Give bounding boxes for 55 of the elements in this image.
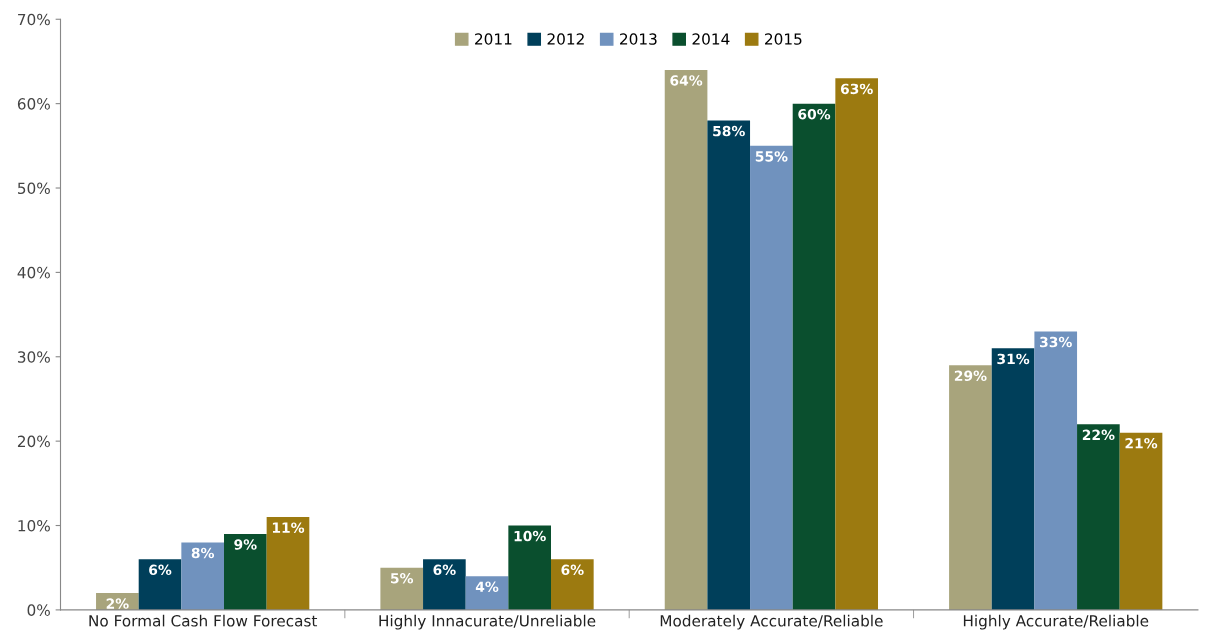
data-label: 60% [798,108,831,120]
data-label: 6% [561,564,584,576]
data-label: 2% [106,598,129,609]
data-label: 21% [1125,438,1158,449]
data-label: 58% [713,125,745,137]
data-label: 55% [755,151,788,162]
bar [266,517,310,610]
data-label: 64% [670,75,703,86]
legend-label: 2012 [547,33,584,45]
legend-label: 2014 [692,33,730,45]
bar [835,78,879,610]
legend-label: 2015 [765,33,802,45]
bar [138,559,182,610]
y-tick-label: 70% [18,13,50,26]
bar [949,365,992,610]
x-tick-label: No Formal Cash Flow Forecast [89,614,318,627]
bar [181,542,224,610]
data-label: 31% [997,353,1030,365]
legend-label: 2013 [620,33,657,45]
x-tick-label: Highly Innacurate/Unreliable [379,614,596,630]
data-label: 8% [191,547,215,559]
data-label: 9% [234,539,257,550]
x-tick-label: Highly Accurate/Reliable [963,614,1149,630]
bar [224,533,267,610]
data-label: 6% [433,564,456,576]
bar [551,559,594,610]
y-tick-label: 50% [18,182,50,195]
bar [792,103,836,610]
legend-label: 2011 [475,33,512,45]
bar [664,69,708,610]
bar [1077,424,1120,610]
bar [707,120,751,610]
data-label: 10% [514,530,546,542]
data-label: 63% [840,83,873,95]
bar [1034,331,1078,610]
data-label: 11% [272,522,305,533]
data-label: 5% [391,573,414,584]
data-label: 33% [1040,336,1072,348]
bar [750,145,793,610]
data-label: 22% [1082,429,1115,441]
y-tick-label: 60% [17,98,50,110]
bar [1119,432,1163,610]
bar [423,559,466,610]
data-label: 29% [954,370,987,382]
x-tick-label: Moderately Accurate/Reliable [660,614,883,630]
y-tick-label: 20% [17,435,50,448]
y-tick-label: 10% [18,519,50,532]
y-tick-label: 30% [17,351,50,363]
bar [991,348,1035,610]
y-tick-label: 0% [27,604,50,616]
bar [508,525,551,610]
data-label: 4% [475,581,499,592]
bar [380,567,424,610]
data-label: 6% [149,564,172,576]
y-tick-label: 40% [17,266,50,279]
